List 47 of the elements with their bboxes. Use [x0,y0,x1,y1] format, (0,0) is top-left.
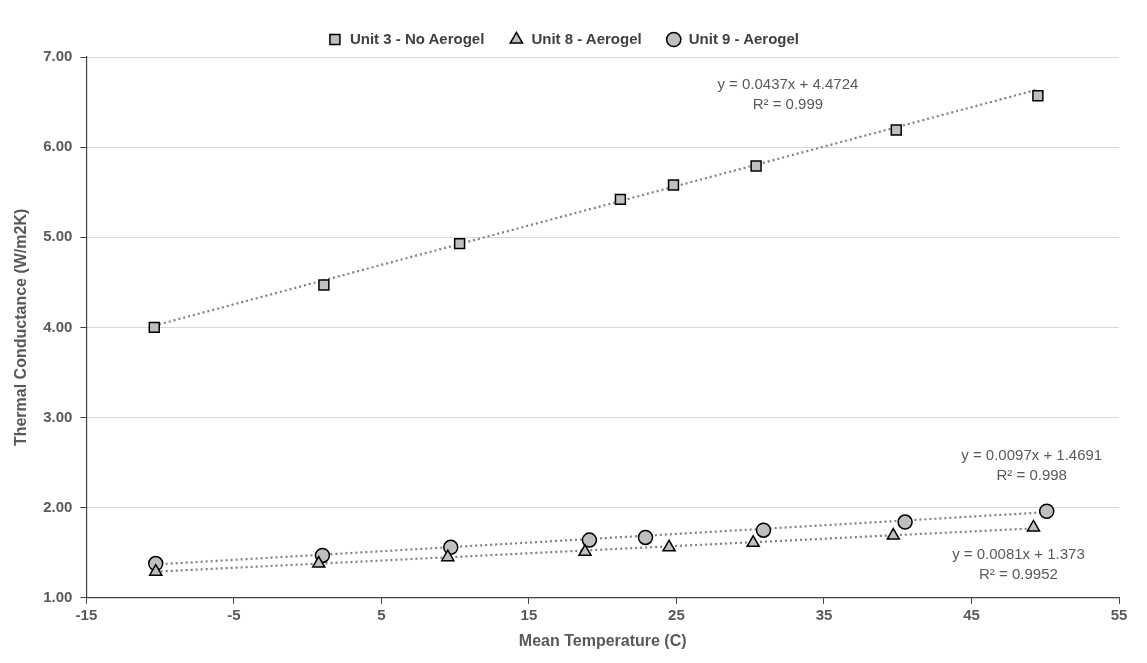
x-tick-label: 25 [668,605,685,623]
annotation: y = 0.0437x + 4.4724 [717,74,859,92]
annotation: R² = 0.999 [752,94,824,112]
point [897,514,913,530]
x-tick-label: 35 [815,605,833,623]
x-tick-label: 15 [520,605,538,623]
x-tick-label: -5 [227,605,241,623]
point [614,193,627,206]
legend-label: Unit 8 - Aerogel [531,29,642,47]
annotation: y = 0.0081x + 1.373 [952,544,1085,562]
annotation: R² = 0.9952 [979,564,1058,582]
point [750,160,762,172]
y-tick-label: 5.00 [43,227,73,245]
point [148,563,163,576]
point [311,555,326,568]
y-tick-label: 4.00 [43,317,73,335]
point [1026,519,1041,532]
point [755,522,772,538]
point [1032,90,1044,102]
point [667,179,680,191]
point [637,529,654,546]
point [453,237,466,250]
y-tick-label: 3.00 [43,407,73,425]
x-tick-label: 45 [963,605,980,623]
point [581,532,598,548]
point [440,549,455,562]
point [890,124,902,136]
y-axis-title: Thermal Conductance (W/m2K) [12,208,30,447]
x-tick-label: -15 [75,605,98,623]
x-axis-title: Mean Temperature (C) [518,631,687,649]
point [1038,503,1055,520]
point [148,321,160,334]
y-tick-label: 1.00 [43,587,73,605]
y-tick-label: 6.00 [43,137,73,155]
point [578,544,592,557]
point [746,535,760,548]
x-tick-label: 5 [377,605,386,623]
y-tick-label: 2.00 [43,497,73,515]
point [662,539,676,552]
legend-label: Unit 3 - No Aerogel [349,29,485,47]
annotation: y = 0.0097x + 1.4691 [961,446,1103,464]
x-tick-label: 55 [1110,605,1128,623]
point [318,279,330,291]
y-tick-label: 7.00 [43,47,73,65]
annotation: R² = 0.998 [996,466,1067,484]
legend-label: Unit 9 - Aerogel [688,29,800,47]
point [886,527,901,540]
